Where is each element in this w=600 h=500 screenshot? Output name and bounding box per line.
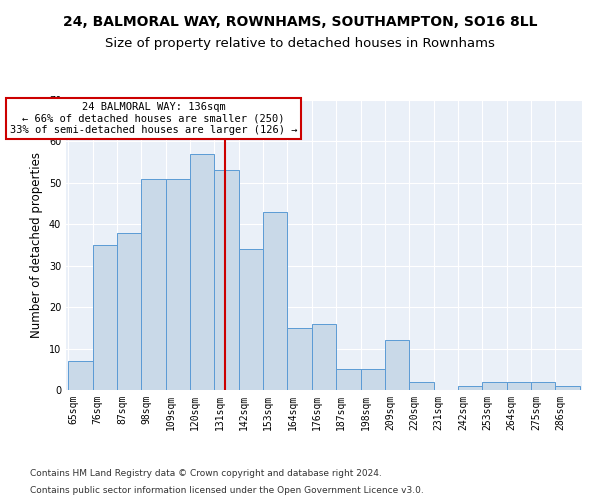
Bar bbox=[141, 178, 166, 390]
Bar bbox=[482, 382, 507, 390]
Y-axis label: Number of detached properties: Number of detached properties bbox=[30, 152, 43, 338]
Bar bbox=[166, 178, 190, 390]
Bar bbox=[68, 361, 92, 390]
Text: Contains public sector information licensed under the Open Government Licence v3: Contains public sector information licen… bbox=[30, 486, 424, 495]
Bar bbox=[263, 212, 287, 390]
Bar bbox=[531, 382, 556, 390]
Bar bbox=[92, 245, 117, 390]
Bar bbox=[385, 340, 409, 390]
Text: Contains HM Land Registry data © Crown copyright and database right 2024.: Contains HM Land Registry data © Crown c… bbox=[30, 468, 382, 477]
Bar bbox=[556, 386, 580, 390]
Bar bbox=[287, 328, 312, 390]
Bar bbox=[239, 249, 263, 390]
Bar bbox=[458, 386, 482, 390]
Bar bbox=[117, 232, 141, 390]
Bar bbox=[336, 370, 361, 390]
Bar bbox=[214, 170, 239, 390]
Text: 24 BALMORAL WAY: 136sqm
← 66% of detached houses are smaller (250)
33% of semi-d: 24 BALMORAL WAY: 136sqm ← 66% of detache… bbox=[10, 102, 297, 135]
Text: Size of property relative to detached houses in Rownhams: Size of property relative to detached ho… bbox=[105, 38, 495, 51]
Bar bbox=[507, 382, 531, 390]
Text: 24, BALMORAL WAY, ROWNHAMS, SOUTHAMPTON, SO16 8LL: 24, BALMORAL WAY, ROWNHAMS, SOUTHAMPTON,… bbox=[63, 15, 537, 29]
Bar bbox=[409, 382, 434, 390]
Bar bbox=[361, 370, 385, 390]
Bar bbox=[312, 324, 336, 390]
Bar bbox=[190, 154, 214, 390]
